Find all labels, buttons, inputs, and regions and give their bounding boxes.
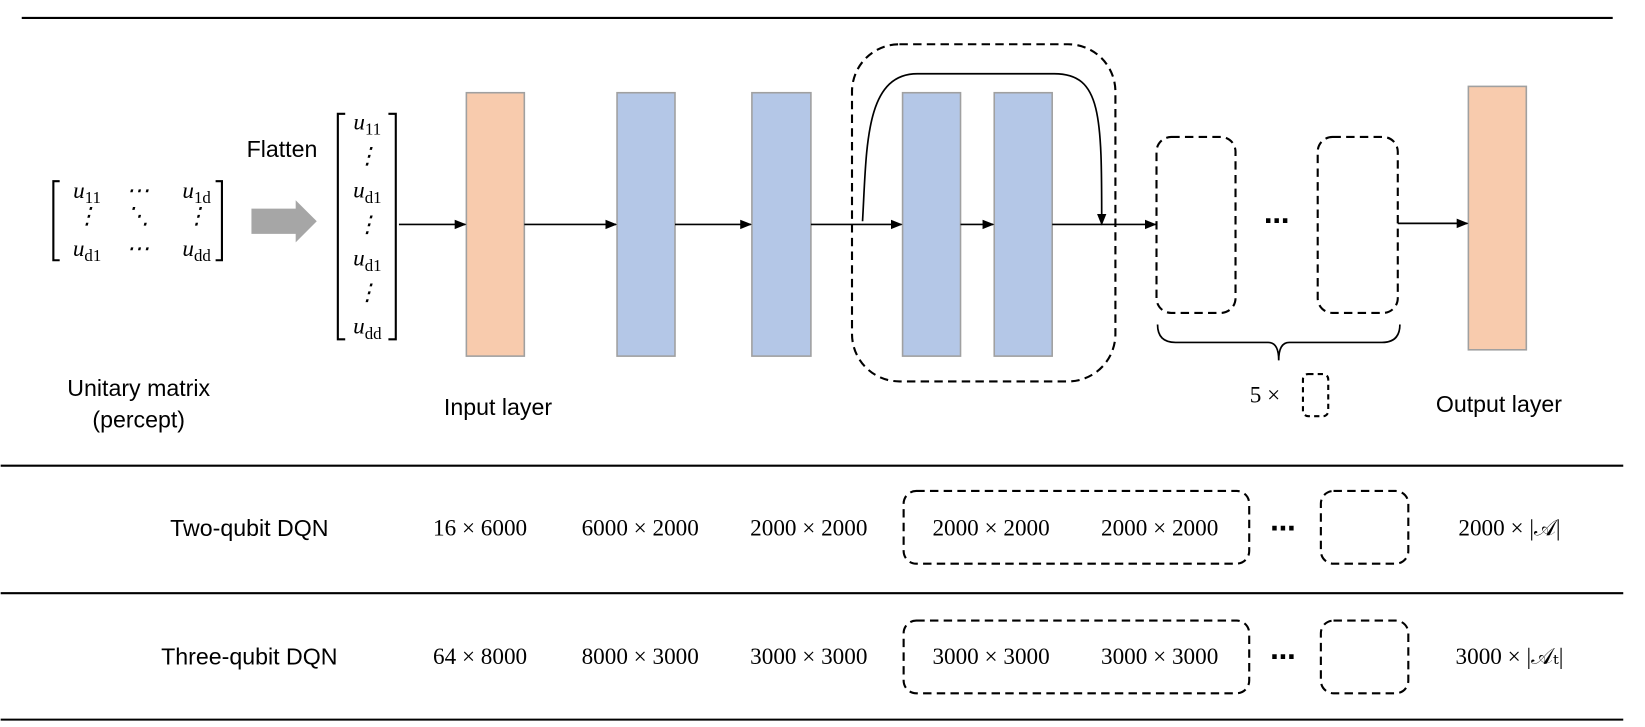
- symbol: u: [353, 314, 365, 340]
- subscript: dd: [194, 246, 211, 265]
- matrix-entry: ⋮: [75, 203, 98, 229]
- subscript: d1: [365, 256, 382, 275]
- vector-entry: ⋮: [356, 212, 379, 238]
- symbol: u: [182, 236, 194, 262]
- vector-entry: ⋮: [356, 144, 379, 170]
- vector-entry: u11: [353, 110, 381, 139]
- symbol: u: [353, 178, 365, 204]
- output-layer-label: Output layer: [1436, 391, 1562, 417]
- matrix-entry: ⋯: [126, 236, 149, 262]
- subscript: dd: [365, 324, 382, 343]
- symbol: u: [353, 246, 365, 272]
- table-cell: 2000 × |𝒜|: [1458, 515, 1560, 541]
- table-cell: 64 × 8000: [433, 644, 527, 670]
- table-cell: ⋯: [1270, 643, 1295, 672]
- table-cell: 3000 × |𝒜ₜ|: [1456, 644, 1564, 670]
- matrix-entry: u11: [73, 178, 101, 207]
- subscript: 11: [85, 188, 101, 207]
- table-cell: 6000 × 2000: [582, 515, 699, 541]
- table-cell: 2000 × 2000: [932, 515, 1049, 541]
- ellipsis: ⋯: [1264, 206, 1289, 235]
- row-label: Three-qubit DQN: [161, 644, 337, 670]
- table-cell: 16 × 6000: [433, 515, 527, 541]
- matrix-entry: udd: [182, 236, 211, 265]
- table-cell: 8000 × 3000: [582, 644, 699, 670]
- subscript: d1: [84, 246, 101, 265]
- matrix-entry: ud1: [73, 236, 101, 265]
- rules: [0, 16, 1624, 721]
- table-cell: 3000 × 3000: [932, 644, 1049, 670]
- vector-entry: ⋮: [356, 280, 379, 306]
- brackets: [52, 112, 397, 341]
- symbol: u: [73, 236, 85, 262]
- matrix-entry: u1d: [182, 178, 211, 207]
- table-cell: 3000 × 3000: [1101, 644, 1218, 670]
- subscript: 1d: [194, 188, 211, 207]
- percept-label: (percept): [92, 407, 185, 433]
- vector-entry: udd: [353, 314, 382, 343]
- matrix-entry: ⋯: [126, 178, 149, 204]
- subscript: d1: [365, 188, 382, 207]
- percept-label: Unitary matrix: [67, 375, 210, 401]
- table-cell: ⋯: [1270, 514, 1295, 543]
- flatten-label: Flatten: [247, 136, 318, 162]
- vector-entry: ud1: [353, 246, 381, 275]
- input-layer-label: Input layer: [444, 394, 552, 420]
- table-cell: 2000 × 2000: [1101, 515, 1218, 541]
- symbol: u: [353, 110, 365, 136]
- row-label: Two-qubit DQN: [170, 515, 328, 541]
- layers: [465, 85, 1528, 357]
- table-cell: 3000 × 3000: [750, 644, 867, 670]
- vector-entry: ud1: [353, 178, 381, 207]
- symbol: u: [182, 178, 194, 204]
- matrix-entry: ⋮: [185, 203, 208, 229]
- repeat-label: 5 ×: [1250, 383, 1280, 409]
- flatten-arrow: [251, 200, 317, 243]
- subscript: 11: [365, 120, 381, 139]
- matrix-entry: ⋱: [126, 203, 149, 229]
- symbol: u: [73, 178, 85, 204]
- brace: [1156, 324, 1401, 361]
- table-cell: 2000 × 2000: [750, 515, 867, 541]
- arrows: [398, 72, 1469, 230]
